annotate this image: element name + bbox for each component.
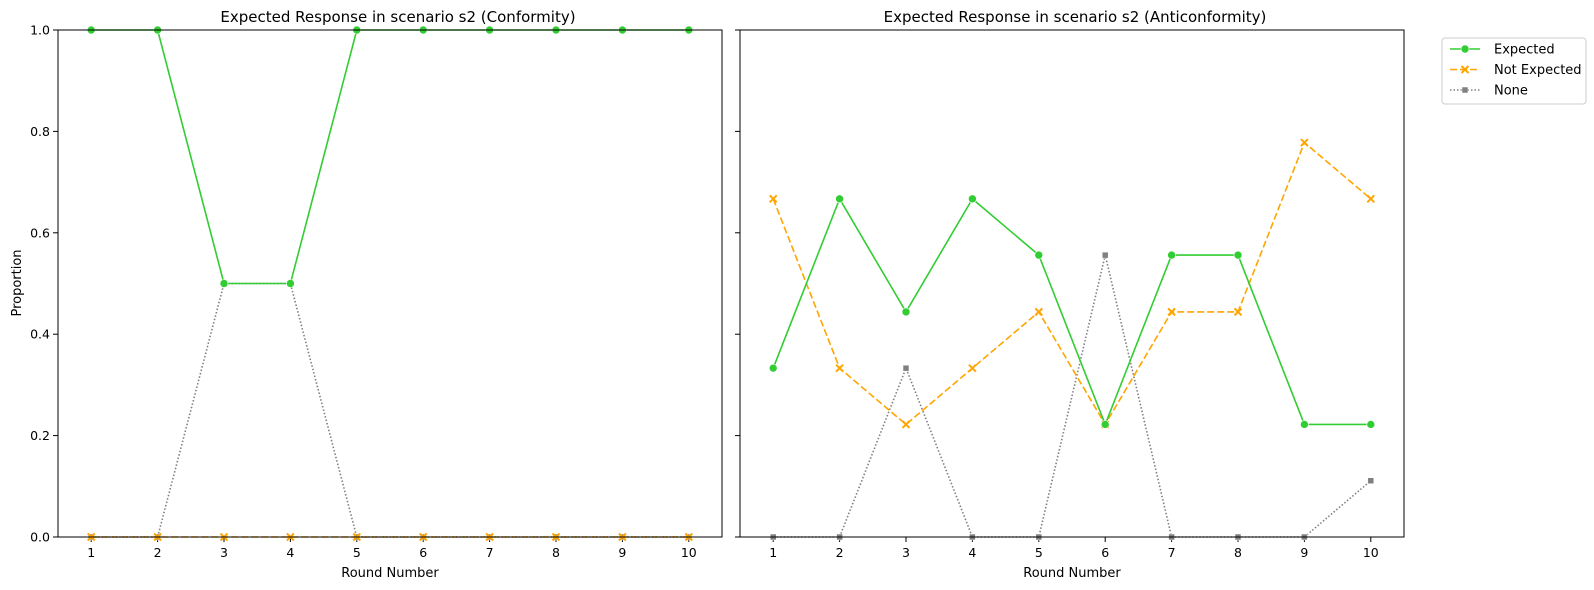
data-point-none bbox=[1367, 477, 1375, 484]
data-point-not-expected bbox=[1233, 307, 1243, 317]
y-tick-label: 0.4 bbox=[30, 327, 50, 342]
x-tick-label: 4 bbox=[968, 545, 976, 560]
data-point-expected bbox=[768, 363, 778, 373]
data-point-not-expected bbox=[1167, 307, 1176, 317]
data-point-expected bbox=[1366, 420, 1376, 429]
plot-area bbox=[768, 138, 1376, 541]
data-point-expected bbox=[219, 279, 229, 288]
series-line-expected bbox=[91, 29, 689, 285]
x-tick-label: 5 bbox=[353, 545, 361, 560]
legend-marker bbox=[1460, 44, 1470, 54]
x-tick-label: 1 bbox=[87, 545, 95, 560]
chart-title: Expected Response in scenario s2 (Antico… bbox=[884, 8, 1267, 26]
x-tick-label: 9 bbox=[1300, 545, 1308, 560]
data-point-not-expected bbox=[1300, 138, 1309, 147]
x-tick-label: 2 bbox=[836, 545, 844, 560]
chart-panel-anticonformity: Expected Response in scenario s2 (Antico… bbox=[735, 8, 1405, 581]
x-tick-label: 6 bbox=[1101, 545, 1109, 560]
data-point-not-expected bbox=[1366, 194, 1376, 204]
y-tick-label: 0.8 bbox=[30, 124, 50, 139]
data-point-expected bbox=[1300, 420, 1309, 429]
x-tick-label: 4 bbox=[286, 545, 294, 560]
axes-frame bbox=[739, 29, 1405, 538]
x-tick-label: 6 bbox=[419, 545, 427, 560]
data-point-not-expected bbox=[968, 363, 977, 373]
data-point-not-expected bbox=[768, 194, 778, 204]
data-point-expected bbox=[835, 194, 844, 204]
series-line-none bbox=[91, 282, 689, 538]
series-line-expected bbox=[772, 197, 1371, 427]
data-point-not-expected bbox=[901, 420, 911, 429]
data-point-expected bbox=[901, 307, 911, 317]
y-ticks: 0.0 0.2 0.4 0.6 0.8 1.0 bbox=[30, 23, 58, 545]
y-tick-label: 0.2 bbox=[30, 428, 50, 443]
data-point-not-expected bbox=[1034, 307, 1044, 317]
legend-label: Not Expected bbox=[1494, 63, 1582, 78]
x-tick-label: 8 bbox=[1234, 545, 1242, 560]
legend-marker bbox=[1461, 86, 1469, 94]
y-axis-label: Proportion bbox=[10, 249, 25, 316]
x-tick-label: 5 bbox=[1035, 545, 1043, 560]
legend-box bbox=[1441, 37, 1587, 105]
data-point-not-expected bbox=[835, 363, 844, 373]
legend-label: Expected bbox=[1494, 43, 1555, 58]
x-tick-label: 9 bbox=[618, 545, 626, 560]
chart-panel-conformity: Expected Response in scenario s2 (Confor… bbox=[10, 8, 723, 581]
data-point-none bbox=[902, 364, 910, 372]
data-point-expected bbox=[1233, 250, 1243, 260]
data-point-expected bbox=[286, 279, 295, 288]
data-point-expected bbox=[1167, 250, 1176, 260]
x-ticks: 1 2 3 4 5 6 7 8 9 10 bbox=[769, 537, 1379, 560]
x-tick-label: 2 bbox=[154, 545, 162, 560]
data-point-expected bbox=[1034, 250, 1044, 260]
x-tick-label: 3 bbox=[902, 545, 910, 560]
x-tick-label: 7 bbox=[486, 545, 494, 560]
x-axis-label: Round Number bbox=[1023, 566, 1121, 581]
y-tick-label: 0.6 bbox=[30, 225, 50, 240]
legend-label: None bbox=[1494, 84, 1528, 99]
x-tick-label: 7 bbox=[1168, 545, 1176, 560]
plot-area bbox=[86, 25, 694, 542]
series-line-none bbox=[773, 254, 1372, 538]
legend: Expected Not Expected None bbox=[1441, 37, 1587, 105]
x-ticks: 1 2 3 4 5 6 7 8 9 10 bbox=[87, 537, 697, 560]
x-tick-label: 1 bbox=[769, 545, 777, 560]
axes-frame bbox=[57, 29, 723, 538]
legend-marker bbox=[1460, 65, 1470, 74]
x-tick-label: 3 bbox=[220, 545, 228, 560]
y-tick-label: 0.0 bbox=[30, 530, 50, 545]
y-tick-label: 1.0 bbox=[30, 23, 50, 38]
data-point-expected bbox=[968, 194, 977, 204]
x-axis-label: Round Number bbox=[341, 566, 439, 581]
data-point-none bbox=[1101, 251, 1109, 259]
x-tick-label: 8 bbox=[552, 545, 560, 560]
series-line-not-expected bbox=[772, 141, 1372, 427]
x-tick-label: 10 bbox=[1363, 545, 1379, 560]
data-point-expected bbox=[1100, 420, 1110, 429]
y-ticks bbox=[735, 29, 740, 538]
x-tick-label: 10 bbox=[681, 545, 697, 560]
chart-title: Expected Response in scenario s2 (Confor… bbox=[220, 8, 575, 26]
